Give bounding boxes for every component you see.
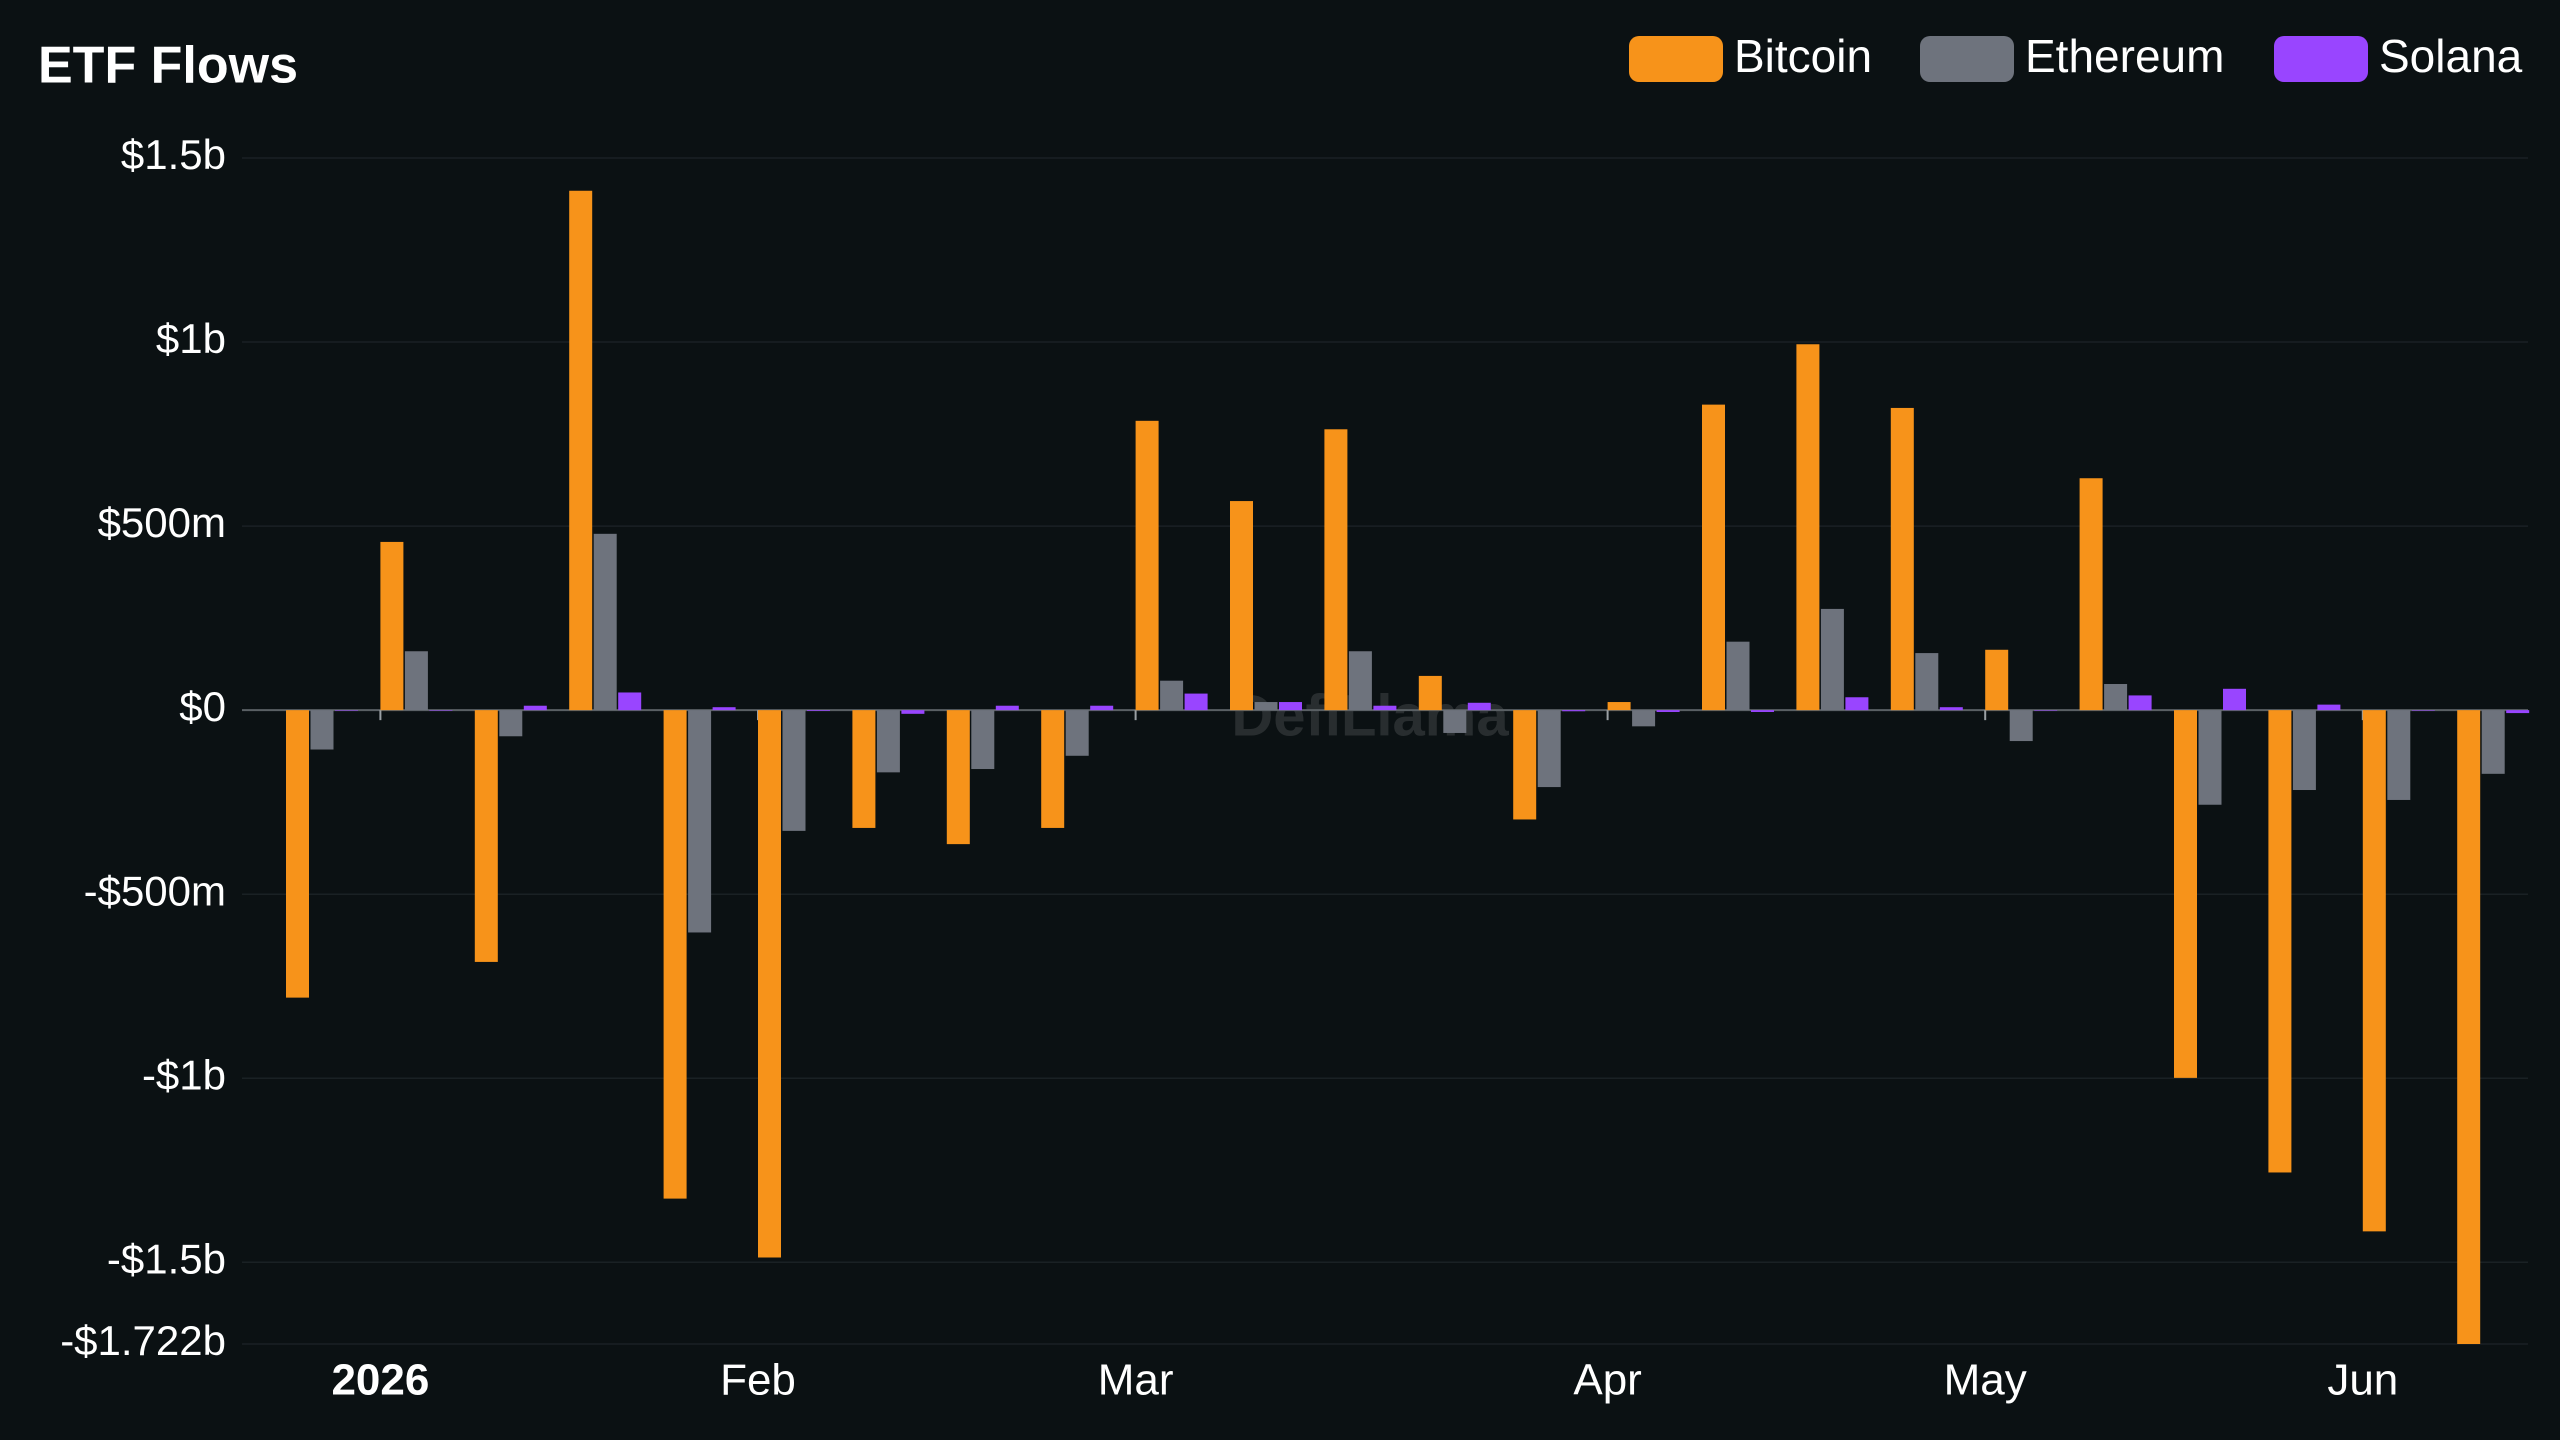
bar (946, 710, 970, 845)
bar (901, 710, 925, 714)
y-tick-label: $0 (179, 683, 226, 730)
bar (1467, 702, 1491, 711)
bar (2457, 710, 2481, 1344)
bar (523, 705, 547, 711)
bar (782, 710, 806, 831)
bar (663, 710, 687, 1199)
bar (1160, 680, 1184, 711)
bar (1890, 407, 1914, 711)
bar (1607, 702, 1631, 711)
bar (1184, 693, 1208, 711)
bar (971, 710, 995, 770)
bar (1985, 649, 2009, 711)
bar (1513, 710, 1537, 820)
bar (593, 533, 617, 711)
bar (499, 710, 523, 737)
bar (2223, 688, 2246, 711)
bar (2079, 478, 2103, 711)
bar (2292, 710, 2316, 791)
bar (310, 710, 334, 750)
bar (569, 190, 593, 711)
y-tick-label: $500m (98, 499, 226, 546)
y-tick-label: -$500m (84, 867, 226, 914)
bar (1845, 697, 1869, 711)
bar (1537, 710, 1561, 788)
y-tick-label: -$1.722b (60, 1317, 226, 1364)
bar (876, 710, 900, 773)
bar (1418, 675, 1442, 711)
legend-label: Solana (2379, 30, 2523, 82)
bar (2268, 710, 2292, 1173)
bar (474, 710, 498, 962)
bar (618, 692, 642, 711)
legend-label: Ethereum (2025, 30, 2224, 82)
y-tick-label: $1b (156, 315, 226, 362)
bar (1254, 702, 1278, 711)
bar (2034, 710, 2058, 711)
bar (380, 541, 404, 711)
bar (2128, 695, 2152, 711)
bar (712, 707, 736, 711)
x-tick-label: Feb (720, 1356, 796, 1405)
bar (1562, 710, 1586, 712)
bar (2481, 710, 2505, 774)
legend-swatch (2274, 36, 2368, 82)
legend-swatch (1629, 36, 1723, 82)
bar (1796, 344, 1820, 711)
bar (1632, 710, 1656, 727)
bar (688, 710, 712, 933)
bar (1041, 710, 1065, 828)
x-tick-label: Apr (1573, 1356, 1641, 1405)
bar (335, 710, 358, 711)
x-tick-label: Mar (1098, 1356, 1174, 1405)
bar (1090, 705, 1114, 711)
bar (404, 651, 428, 711)
bar (758, 710, 781, 1258)
x-tick-label: 2026 (331, 1356, 429, 1405)
bar (852, 710, 876, 828)
bar (2198, 710, 2222, 805)
bar (2104, 684, 2128, 711)
bar (1230, 501, 1253, 711)
y-tick-label: -$1b (142, 1051, 226, 1098)
legend-swatch (1920, 36, 2014, 82)
x-tick-label: May (1944, 1356, 2027, 1405)
legend-label: Bitcoin (1734, 30, 1872, 82)
bar (2317, 704, 2341, 711)
bar (2387, 710, 2411, 800)
bar (1915, 653, 1939, 711)
y-tick-label: $1.5b (121, 131, 226, 178)
bar (807, 710, 830, 711)
x-tick-label: Jun (2327, 1356, 2398, 1405)
bar (1279, 702, 1302, 711)
bar (429, 710, 453, 711)
bar (995, 705, 1019, 711)
bar (1324, 429, 1348, 711)
bar (1065, 710, 1089, 756)
chart-title: ETF Flows (38, 37, 298, 95)
bar (2411, 710, 2435, 711)
bar (1726, 641, 1750, 711)
bar (286, 710, 309, 998)
bar (1135, 420, 1159, 711)
bar (1702, 404, 1725, 711)
bar (1656, 710, 1680, 712)
bar (1939, 707, 1963, 711)
bar (2009, 710, 2033, 742)
bar (2506, 710, 2530, 714)
bar (2362, 710, 2386, 1232)
bar (1348, 651, 1372, 711)
bar (2174, 710, 2197, 1078)
bar (1820, 608, 1844, 711)
bar (1373, 705, 1397, 711)
bar (1443, 710, 1467, 733)
y-tick-label: -$1.5b (107, 1235, 226, 1282)
bar (1751, 710, 1774, 712)
